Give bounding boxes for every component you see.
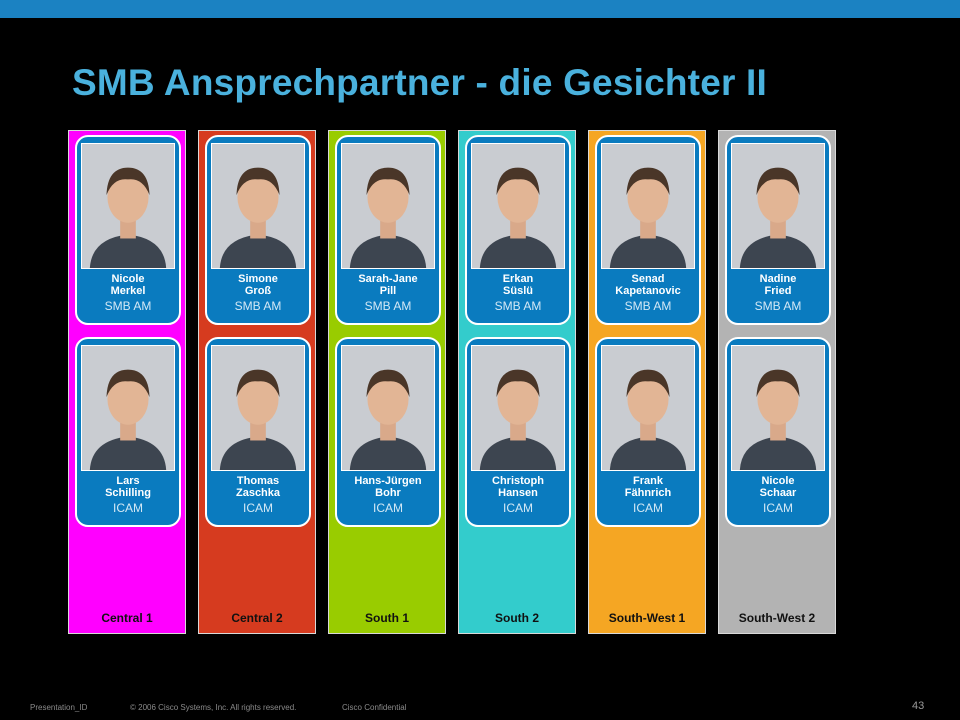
contact-first-name: Lars — [116, 475, 140, 487]
region-label: Central 1 — [101, 611, 153, 625]
contact-last-name: Fried — [764, 285, 792, 297]
contact-role: ICAM — [503, 501, 533, 515]
contact-first-name: Sarah-Jane — [358, 273, 418, 285]
person-photo — [341, 345, 435, 471]
contact-role: ICAM — [373, 501, 403, 515]
contact-last-name: Kapetanovic — [615, 285, 681, 297]
contact-card-simone-gross[interactable]: Simone Groß SMB AM — [205, 135, 311, 325]
contact-role: SMB AM — [364, 299, 412, 313]
contact-card-hans-juergen-bohr[interactable]: Hans-Jürgen Bohr ICAM — [335, 337, 441, 527]
contact-first-name: Nicole — [761, 475, 795, 487]
contact-card-nicole-schaar[interactable]: Nicole Schaar ICAM — [725, 337, 831, 527]
contact-role: SMB AM — [624, 299, 672, 313]
contact-first-name: Nicole — [111, 273, 145, 285]
region-column-south-west-1: Senad Kapetanovic SMB AM Frank Fähnrich … — [588, 130, 706, 634]
person-photo — [601, 345, 695, 471]
contact-last-name: Pill — [379, 285, 397, 297]
contact-last-name: Fähnrich — [624, 487, 672, 499]
contact-first-name: Thomas — [236, 475, 280, 487]
person-photo — [601, 143, 695, 269]
region-column-central-1: Nicole Merkel SMB AM Lars Schilling ICAM… — [68, 130, 186, 634]
contact-role: ICAM — [243, 501, 273, 515]
page-number: 43 — [912, 700, 925, 712]
contact-role: ICAM — [763, 501, 793, 515]
person-photo — [81, 345, 175, 471]
page-title: SMB Ansprechpartner - die Gesichter II — [72, 62, 768, 103]
contact-role: ICAM — [633, 501, 663, 515]
contact-card-senad-kapetanovic[interactable]: Senad Kapetanovic SMB AM — [595, 135, 701, 325]
person-photo — [341, 143, 435, 269]
footer-confidential: Cisco Confidential — [342, 703, 407, 712]
contact-role: SMB AM — [754, 299, 802, 313]
person-photo — [731, 143, 825, 269]
contact-last-name: Bohr — [375, 487, 401, 499]
region-label: South-West 1 — [608, 611, 686, 625]
person-photo — [471, 345, 565, 471]
contact-first-name: Senad — [631, 273, 665, 285]
region-label: South 1 — [365, 611, 409, 625]
contact-last-name: Süslü — [503, 285, 533, 297]
footer-copyright: © 2006 Cisco Systems, Inc. All rights re… — [130, 703, 297, 712]
contact-first-name: Nadine — [759, 273, 797, 285]
contact-card-thomas-zaschka[interactable]: Thomas Zaschka ICAM — [205, 337, 311, 527]
contact-card-nadine-fried[interactable]: Nadine Fried SMB AM — [725, 135, 831, 325]
top-accent-bar — [0, 0, 960, 18]
footer-presentation-id: Presentation_ID — [30, 703, 88, 712]
contact-first-name: Frank — [633, 475, 663, 487]
person-photo — [211, 143, 305, 269]
region-column-south-west-2: Nadine Fried SMB AM Nicole Schaar ICAM S… — [718, 130, 836, 634]
contact-card-sarah-jane-pill[interactable]: Sarah-Jane Pill SMB AM — [335, 135, 441, 325]
contact-last-name: Groß — [244, 285, 272, 297]
region-column-south-2: Erkan Süslü SMB AM Christoph Hansen ICAM… — [458, 130, 576, 634]
contact-role: SMB AM — [234, 299, 282, 313]
contact-last-name: Hansen — [498, 487, 538, 499]
person-photo — [211, 345, 305, 471]
contact-last-name: Merkel — [110, 285, 146, 297]
contact-last-name: Zaschka — [235, 487, 281, 499]
person-photo — [731, 345, 825, 471]
region-label: South 2 — [495, 611, 539, 625]
contact-card-frank-faehnrich[interactable]: Frank Fähnrich ICAM — [595, 337, 701, 527]
contact-first-name: Hans-Jürgen — [354, 475, 422, 487]
contact-last-name: Schaar — [759, 487, 797, 499]
person-photo — [81, 143, 175, 269]
contact-role: SMB AM — [494, 299, 542, 313]
contact-first-name: Erkan — [502, 273, 534, 285]
region-column-south-1: Sarah-Jane Pill SMB AM Hans-Jürgen Bohr … — [328, 130, 446, 634]
contact-first-name: Christoph — [492, 475, 544, 487]
contact-first-name: Simone — [238, 273, 278, 285]
contact-card-erkan-sueslue[interactable]: Erkan Süslü SMB AM — [465, 135, 571, 325]
contact-card-lars-schilling[interactable]: Lars Schilling ICAM — [75, 337, 181, 527]
contact-role: ICAM — [113, 501, 143, 515]
contact-card-nicole-merkel[interactable]: Nicole Merkel SMB AM — [75, 135, 181, 325]
region-label: Central 2 — [231, 611, 283, 625]
region-column-central-2: Simone Groß SMB AM Thomas Zaschka ICAM C… — [198, 130, 316, 634]
contact-last-name: Schilling — [105, 487, 151, 499]
contact-card-christoph-hansen[interactable]: Christoph Hansen ICAM — [465, 337, 571, 527]
contact-role: SMB AM — [104, 299, 152, 313]
person-photo — [471, 143, 565, 269]
region-label: South-West 2 — [738, 611, 816, 625]
